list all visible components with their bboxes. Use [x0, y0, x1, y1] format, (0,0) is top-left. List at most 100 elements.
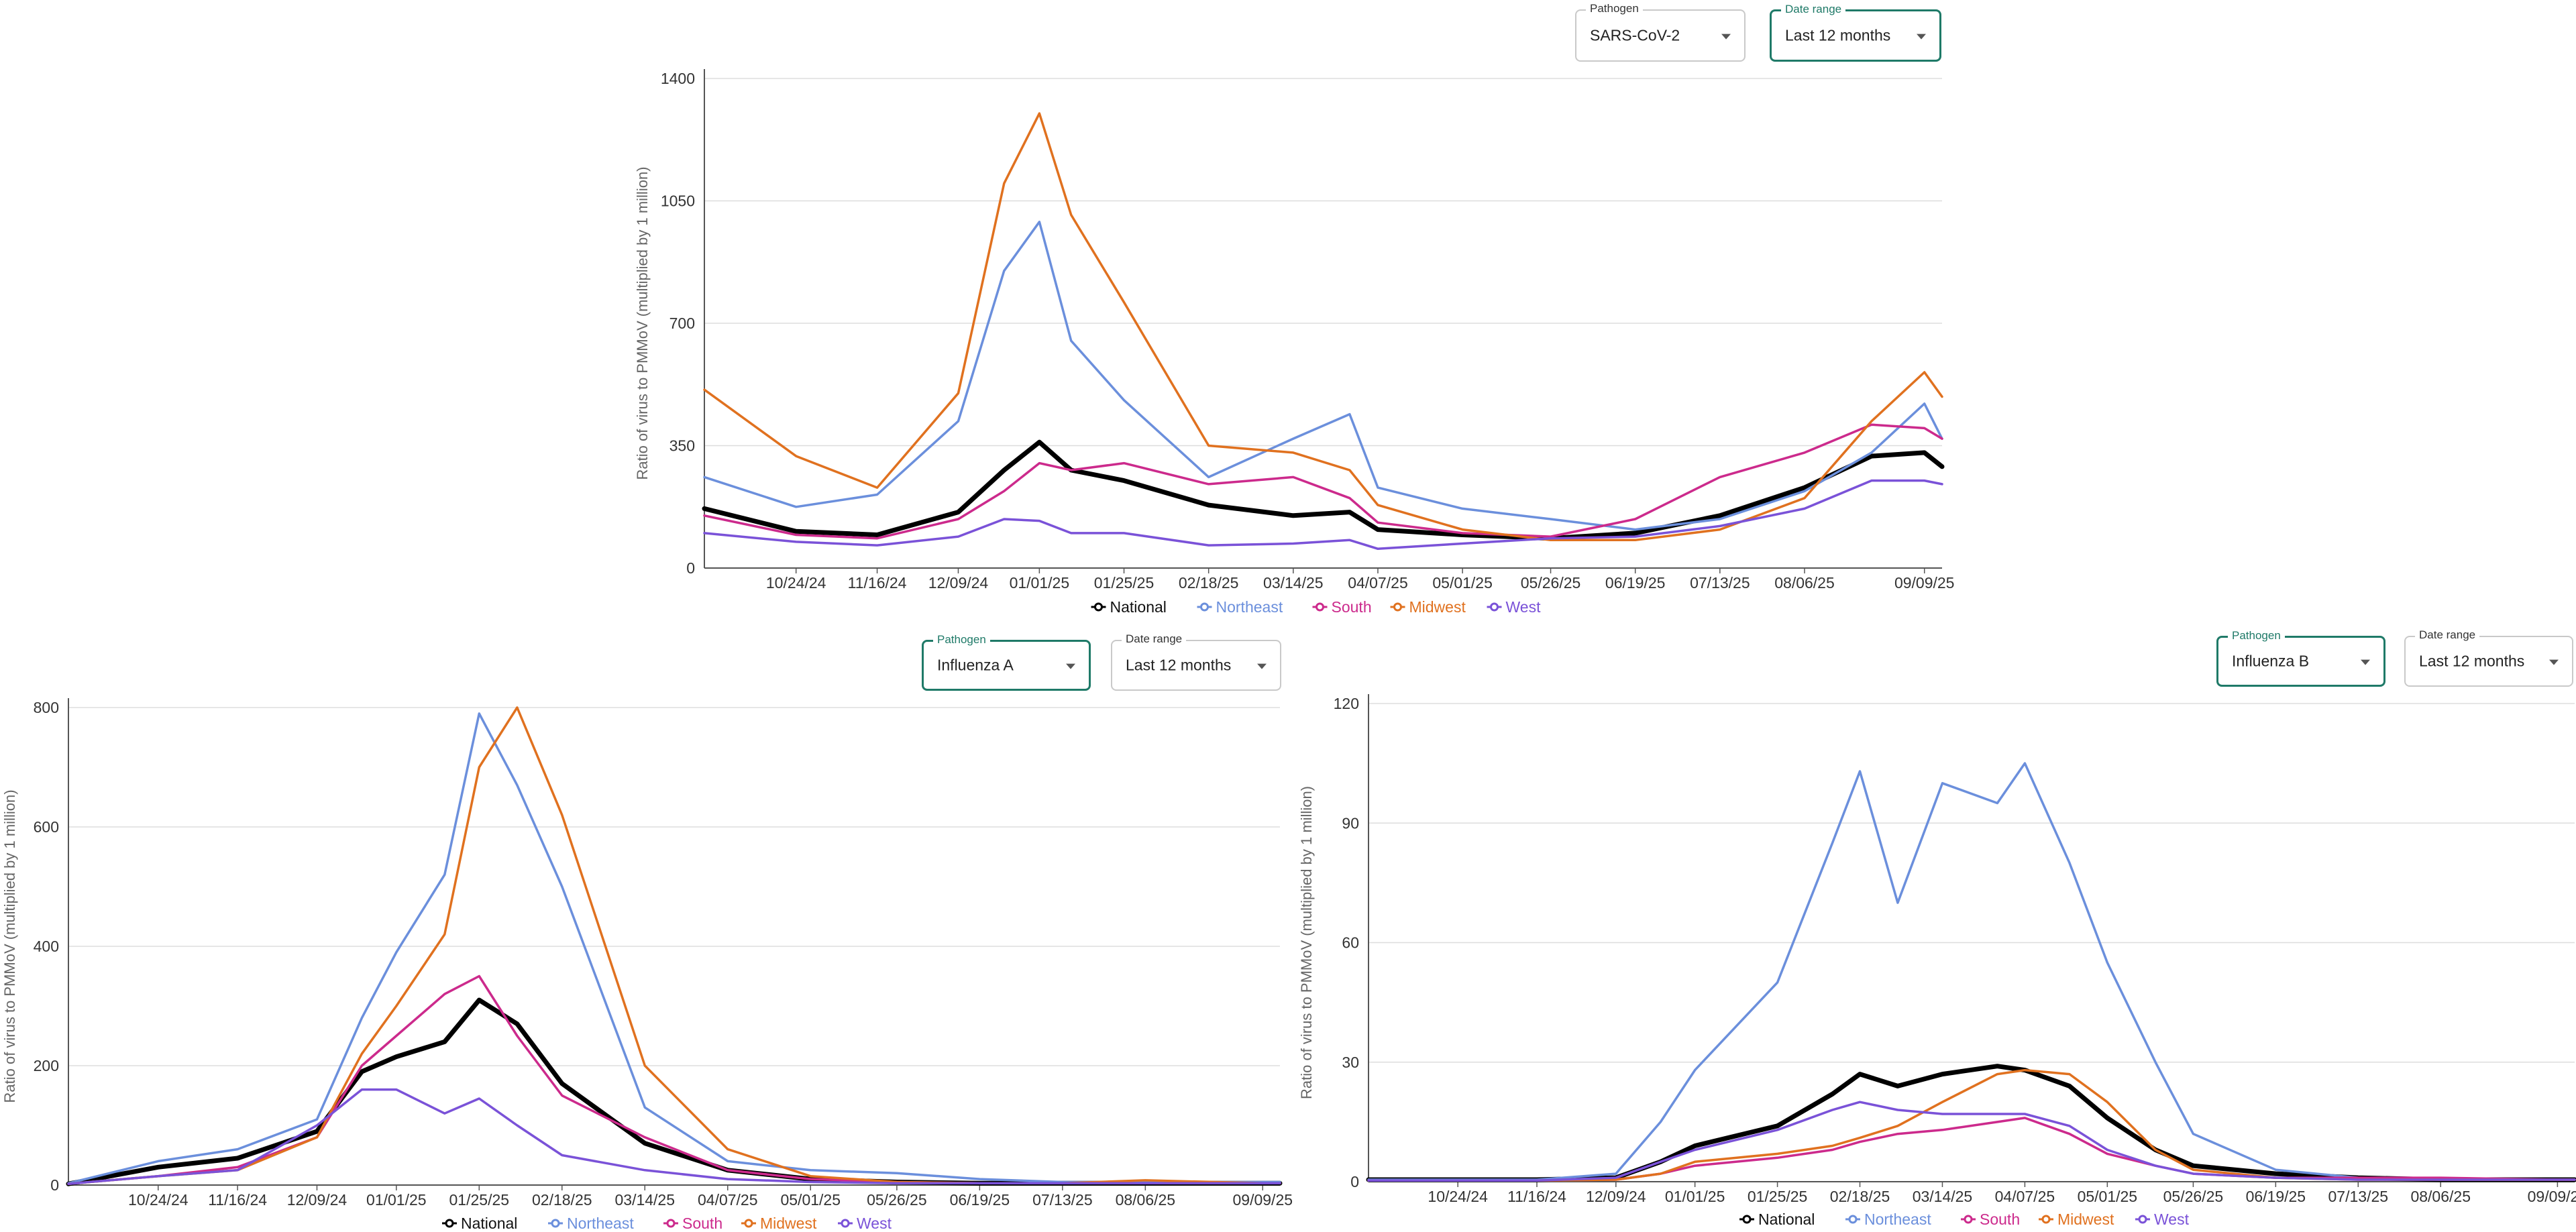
x-tick-label: 12/09/24: [928, 574, 989, 592]
pathogen-select-value: SARS-CoV-2: [1590, 26, 1680, 44]
legend-marker: [2138, 1215, 2147, 1224]
x-tick-label: 09/09/25: [1233, 1191, 1293, 1209]
y-axis-label: Ratio of virus to PMMoV (multiplied by 1…: [1298, 786, 1315, 1099]
chevron-down-icon: [1721, 34, 1731, 40]
date-range-select-2[interactable]: Date range Last 12 months: [1111, 632, 1281, 691]
series-line-midwest: [67, 706, 1281, 1185]
x-tick-label: 04/07/25: [1995, 1188, 2055, 1205]
series-line-northeast: [703, 221, 1943, 531]
x-tick-label: 11/16/24: [208, 1191, 267, 1209]
pathogen-select-value: Influenza A: [937, 656, 1014, 674]
date-range-select-label: Date range: [1122, 632, 1187, 646]
legend-marker: [1316, 602, 1324, 612]
legend-label: West: [857, 1215, 892, 1232]
x-tick-label: 12/09/24: [1586, 1188, 1646, 1205]
pathogen-select-3[interactable]: Pathogen Influenza B: [2216, 629, 2385, 687]
x-tick-label: 02/18/25: [1179, 574, 1239, 592]
y-tick-label: 0: [1350, 1173, 1359, 1190]
x-tick-label: 08/06/25: [2410, 1188, 2471, 1205]
x-tick-label: 09/09/25: [1894, 574, 1955, 592]
y-axis-label: Ratio of virus to PMMoV (multiplied by 1…: [634, 166, 651, 480]
y-tick-label: 90: [1342, 814, 1359, 832]
legend-marker: [744, 1219, 753, 1228]
x-tick-label: 01/01/25: [366, 1191, 427, 1209]
legend-marker: [1490, 602, 1499, 612]
x-tick-label: 04/07/25: [698, 1191, 758, 1209]
x-tick-label: 05/26/25: [867, 1191, 927, 1209]
x-tick-label: 01/01/25: [1010, 574, 1070, 592]
x-tick-label: 06/19/25: [950, 1191, 1010, 1209]
x-tick-label: 05/01/25: [780, 1191, 841, 1209]
x-tick-label: 06/19/25: [1605, 574, 1666, 592]
date-range-select-value: Last 12 months: [2419, 652, 2525, 670]
x-tick-label: 03/14/25: [1263, 574, 1324, 592]
x-tick-label: 10/24/24: [128, 1191, 189, 1209]
y-tick-label: 0: [50, 1176, 59, 1194]
date-range-select-1[interactable]: Date range Last 12 months: [1770, 3, 1941, 62]
x-tick-label: 02/18/25: [532, 1191, 592, 1209]
legend-label: West: [1506, 598, 1542, 616]
legend-label: West: [2154, 1211, 2190, 1228]
x-tick-label: 07/13/25: [1690, 574, 1750, 592]
x-tick-label: 07/13/25: [2328, 1188, 2389, 1205]
legend-label: South: [1332, 598, 1372, 616]
y-tick-label: 700: [669, 315, 695, 332]
legend-label: Midwest: [1409, 598, 1466, 616]
x-tick-label: 05/01/25: [2078, 1188, 2138, 1205]
date-range-select-value: Last 12 months: [1785, 26, 1891, 44]
legend-label: Northeast: [1864, 1211, 1931, 1228]
chevron-down-icon: [1917, 34, 1926, 40]
legend-label: National: [461, 1215, 517, 1232]
chevron-down-icon: [2361, 659, 2370, 665]
x-tick-label: 01/01/25: [1665, 1188, 1725, 1205]
series-line-south: [703, 423, 1943, 540]
pathogen-select-1[interactable]: Pathogen SARS-CoV-2: [1575, 2, 1746, 62]
series-line-west: [703, 479, 1943, 551]
x-tick-label: 08/06/25: [1774, 574, 1835, 592]
y-axis-label: Ratio of virus to PMMoV (multiplied by 1…: [1, 789, 18, 1103]
legend-label: Northeast: [1216, 598, 1283, 616]
chevron-down-icon: [2549, 659, 2559, 665]
series-line-south: [1367, 1117, 2576, 1182]
y-tick-label: 200: [34, 1057, 59, 1074]
legend-label: National: [1110, 598, 1167, 616]
series-line-northeast: [67, 712, 1281, 1185]
pathogen-select-label: Pathogen: [1586, 2, 1643, 15]
y-tick-label: 1050: [661, 192, 695, 210]
x-tick-label: 03/14/25: [1913, 1188, 1973, 1205]
x-tick-label: 03/14/25: [614, 1191, 675, 1209]
x-tick-label: 05/26/25: [1521, 574, 1581, 592]
date-range-select-label: Date range: [1781, 3, 1846, 16]
series-line-national: [1366, 1064, 2576, 1182]
y-tick-label: 350: [669, 437, 695, 455]
legend-label: Midwest: [760, 1215, 817, 1232]
legend-marker: [666, 1219, 676, 1228]
x-tick-label: 05/01/25: [1432, 574, 1493, 592]
series-line-northeast: [1367, 762, 2576, 1181]
pathogen-select-2[interactable]: Pathogen Influenza A: [922, 633, 1091, 691]
x-tick-label: 02/18/25: [1830, 1188, 1890, 1205]
series-line-midwest: [703, 112, 1943, 542]
y-tick-label: 800: [34, 699, 59, 716]
legend-marker: [445, 1219, 454, 1228]
legend-marker: [841, 1219, 850, 1228]
legend-marker: [2041, 1215, 2051, 1224]
pathogen-select-label: Pathogen: [2228, 629, 2285, 642]
x-tick-label: 07/13/25: [1032, 1191, 1093, 1209]
chevron-down-icon: [1257, 663, 1267, 669]
x-tick-label: 01/25/25: [1748, 1188, 1808, 1205]
series-line-west: [1367, 1101, 2576, 1182]
legend-marker: [1094, 602, 1103, 612]
x-tick-label: 05/26/25: [2163, 1188, 2224, 1205]
x-tick-label: 08/06/25: [1116, 1191, 1176, 1209]
x-tick-label: 11/16/24: [848, 574, 907, 592]
date-range-select-label: Date range: [2415, 628, 2480, 642]
pathogen-select-label: Pathogen: [933, 633, 990, 647]
series-line-national: [702, 439, 1945, 541]
x-tick-label: 10/24/24: [1428, 1188, 1488, 1205]
date-range-select-3[interactable]: Date range Last 12 months: [2404, 628, 2573, 687]
legend-marker: [1393, 602, 1402, 612]
legend-marker: [1848, 1215, 1858, 1224]
legend-label: Northeast: [567, 1215, 634, 1232]
